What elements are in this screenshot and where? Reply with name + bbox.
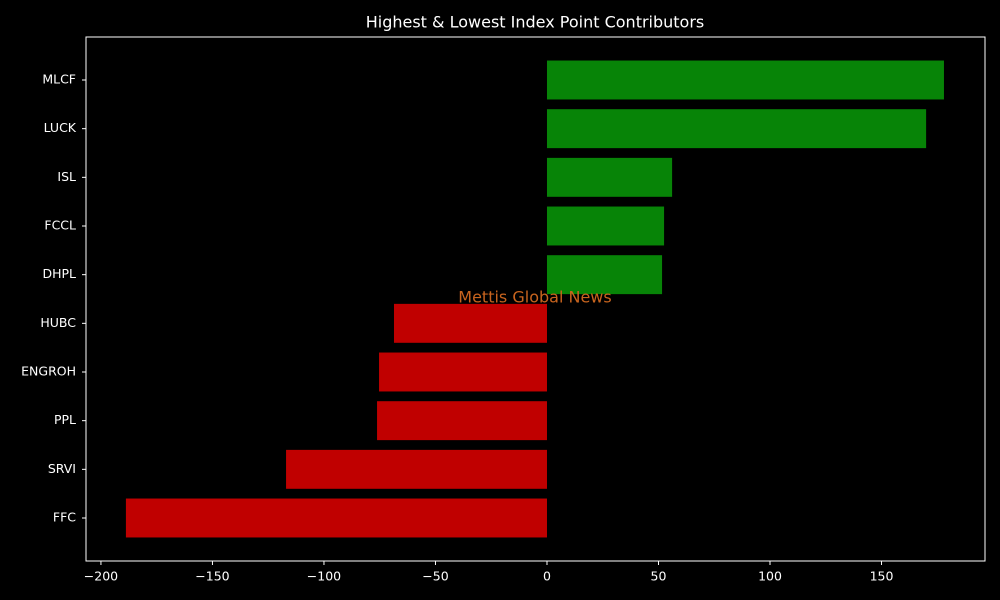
x-tick-label: −150 (195, 569, 229, 584)
y-tick-label: PPL (54, 412, 76, 427)
y-tick-label: MLCF (42, 72, 76, 87)
bar (379, 352, 547, 392)
bar (546, 60, 944, 100)
x-tick-label: 50 (651, 569, 667, 584)
x-tick-label: 150 (870, 569, 894, 584)
y-tick-label: FCCL (44, 218, 76, 233)
x-tick-label: 100 (758, 569, 782, 584)
bar (377, 401, 547, 441)
x-tick-label: −50 (422, 569, 448, 584)
bar (393, 303, 547, 343)
watermark: Mettis Global News (458, 288, 611, 307)
bar (546, 255, 663, 295)
x-tick-label: −200 (84, 569, 118, 584)
y-tick-label: ENGROH (21, 364, 76, 379)
bar (546, 206, 665, 246)
x-tick-label: −100 (307, 569, 341, 584)
bar (546, 157, 673, 197)
bar (125, 498, 547, 538)
y-tick-label: FFC (53, 510, 76, 525)
chart-title: Highest & Lowest Index Point Contributor… (366, 13, 705, 32)
y-tick-label: DHPL (42, 266, 76, 281)
y-tick-label: ISL (57, 169, 76, 184)
y-tick-label: SRVI (48, 461, 76, 476)
y-tick-label: HUBC (40, 315, 76, 330)
x-tick-label: 0 (543, 569, 551, 584)
bar (546, 109, 927, 149)
y-tick-label: LUCK (44, 120, 77, 135)
bar (286, 449, 547, 489)
plot-frame (85, 36, 986, 562)
